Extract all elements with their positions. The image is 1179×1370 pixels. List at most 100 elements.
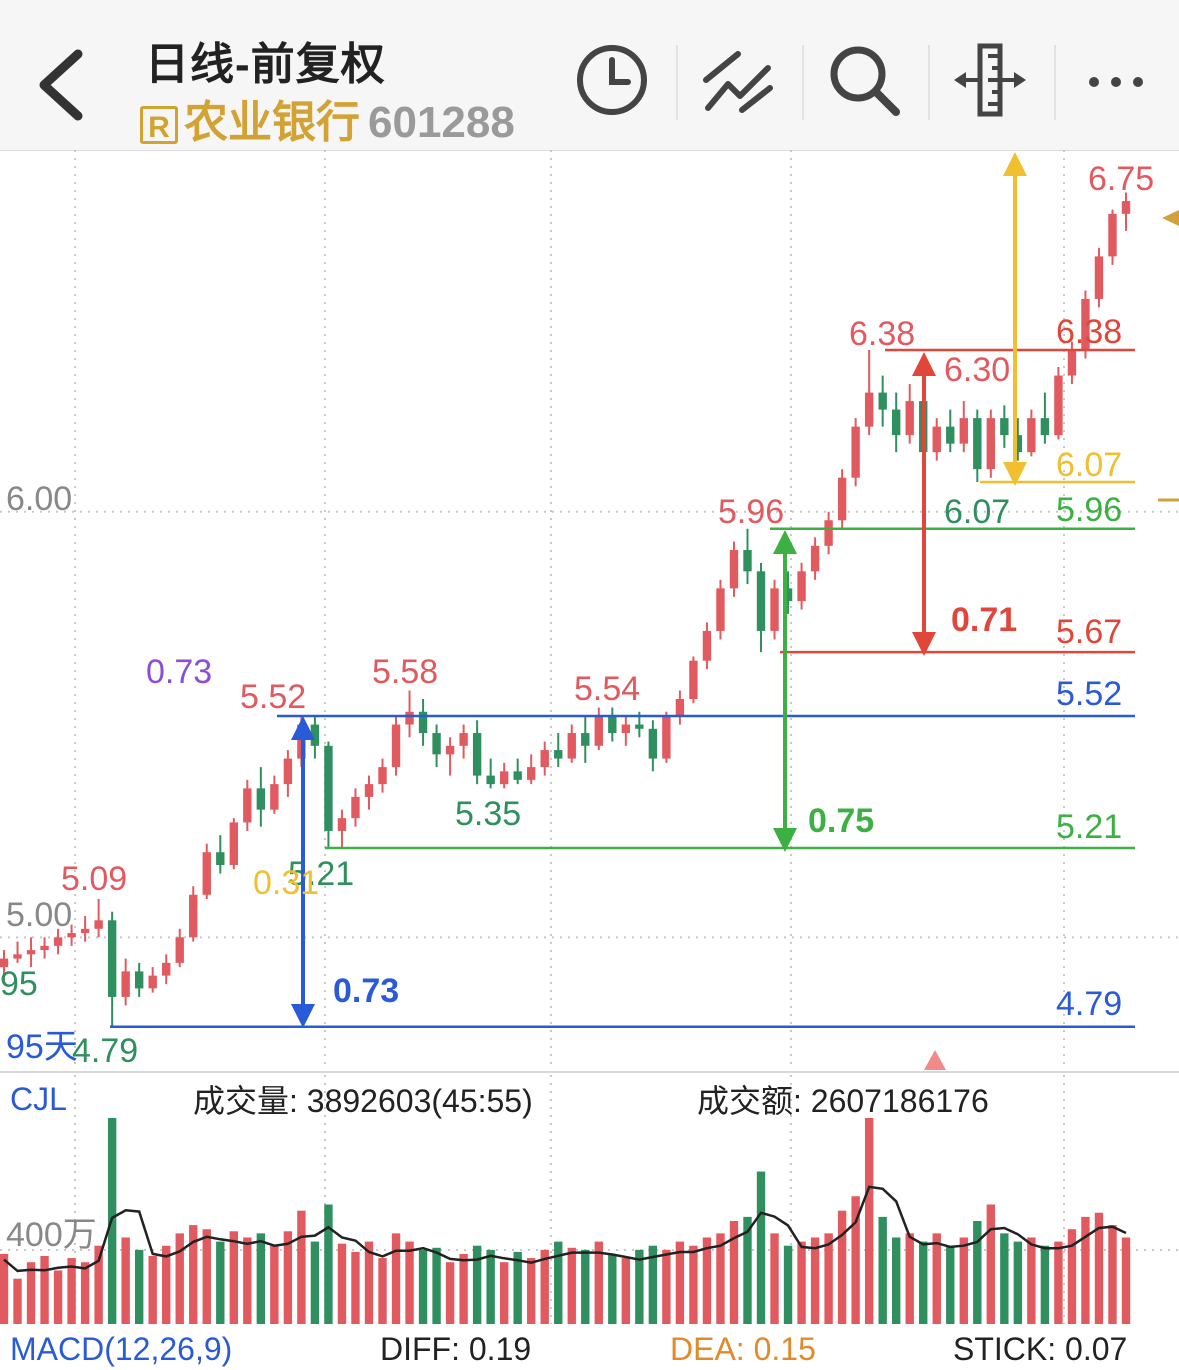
candle-body — [648, 728, 658, 759]
price-label: 6.38 — [849, 315, 915, 353]
volume-bar — [0, 1253, 9, 1324]
drawing-tool-icon[interactable] — [698, 40, 778, 120]
candle-body — [702, 630, 712, 661]
volume-bar — [256, 1233, 266, 1324]
measure-label-purple: 0.73 — [146, 653, 212, 691]
stock-code: 601288 — [368, 98, 515, 147]
measure-label-green: 0.75 — [808, 802, 874, 840]
volume-bar — [729, 1221, 739, 1324]
volume-bar — [837, 1210, 847, 1324]
volume-grid — [0, 1075, 1179, 1324]
candle-body — [662, 716, 671, 759]
level-lines — [110, 348, 1135, 1028]
volume-bar — [635, 1249, 644, 1324]
candle-body — [540, 750, 549, 768]
candle-body — [743, 550, 752, 572]
candle-body — [216, 852, 225, 865]
r-badge-icon: R — [140, 106, 178, 145]
candle-body — [621, 724, 631, 734]
volume-bar — [1027, 1237, 1036, 1324]
price-label: 5.35 — [455, 795, 521, 833]
volume-bar — [26, 1262, 36, 1324]
search-icon[interactable] — [824, 40, 904, 120]
candle-body — [594, 716, 603, 746]
volume-bar — [13, 1278, 22, 1324]
volume-bar — [324, 1204, 333, 1324]
volume-average-line — [3, 1185, 1127, 1273]
price-label: 4.79 — [72, 1032, 138, 1070]
candle-body — [851, 426, 860, 478]
candle-body — [864, 392, 874, 427]
toolbar-divider — [928, 45, 930, 120]
candle-body — [459, 733, 468, 746]
ruler-icon[interactable] — [950, 40, 1030, 120]
toolbar-divider — [802, 45, 804, 120]
candle-body — [13, 954, 22, 959]
volume-bar — [905, 1233, 914, 1324]
candle-body — [270, 784, 279, 810]
candle-body — [810, 545, 820, 572]
candle-body — [824, 520, 833, 546]
candle-body — [256, 788, 266, 810]
measure-label-yellow: 0.31 — [253, 864, 319, 902]
volume-axis-label: 400万 — [6, 1216, 97, 1254]
candle-body — [486, 775, 495, 785]
volume-bar — [1121, 1237, 1131, 1324]
volume-bar — [919, 1241, 928, 1324]
candle-body — [418, 711, 428, 734]
candle-body — [148, 975, 157, 989]
volume-bar — [162, 1245, 171, 1324]
volume-bar — [445, 1262, 455, 1324]
volume-bar — [283, 1231, 293, 1324]
toolbar-divider — [1054, 45, 1056, 120]
candle-body — [770, 588, 779, 631]
price-label: 5.52 — [240, 678, 306, 716]
volume-bar — [486, 1249, 495, 1324]
volume-bar — [351, 1251, 360, 1324]
candle-body — [351, 796, 360, 819]
volume-bar — [1013, 1241, 1023, 1324]
candle-body — [445, 745, 455, 755]
price-label: 6.07 — [944, 493, 1010, 531]
candle-body — [189, 894, 198, 938]
volume-bar — [134, 1249, 144, 1324]
back-arrow-icon[interactable] — [30, 40, 100, 130]
volume-bar — [581, 1249, 590, 1324]
candle-body — [1081, 298, 1090, 351]
stock-chart[interactable]: 6.00 5.00 95天 6.75 6.38 6.30 6.07 5.96 5… — [0, 150, 1179, 1370]
stock-name: 农业银行 — [184, 98, 360, 147]
volume-bar — [216, 1241, 225, 1324]
candle-body — [94, 920, 103, 929]
volume-bar — [405, 1241, 414, 1324]
level-label: 5.67 — [1056, 613, 1122, 651]
candle-body — [80, 928, 90, 934]
volume-bar — [1108, 1225, 1117, 1324]
price-axis-label-6: 6.00 — [6, 480, 72, 518]
volume-bars — [0, 1118, 1131, 1324]
candle-body — [837, 477, 847, 521]
macd-dea: DEA: 0.15 — [670, 1331, 816, 1367]
volume-bar — [189, 1225, 198, 1324]
measure-arrow-yellow — [1003, 152, 1027, 486]
event-marker-icon — [924, 1050, 946, 1070]
candle-body — [527, 767, 536, 780]
candle-body — [959, 418, 968, 444]
more-icon[interactable] — [1076, 40, 1156, 120]
clock-icon[interactable] — [572, 40, 652, 120]
candle-body — [1121, 201, 1131, 214]
volume-indicator-label: CJL — [10, 1081, 67, 1117]
candle-body — [26, 950, 36, 955]
volume-bar — [959, 1237, 968, 1324]
volume-bar — [513, 1251, 522, 1324]
volume-bar — [770, 1233, 779, 1324]
candle-body — [391, 724, 401, 768]
volume-bar — [662, 1249, 671, 1324]
candle-body — [134, 971, 144, 989]
candle-body — [756, 571, 766, 631]
volume-bar — [121, 1237, 130, 1324]
candle-body — [635, 724, 644, 729]
volume-bar — [1040, 1245, 1050, 1324]
candle-body — [229, 822, 238, 865]
volume-bar — [689, 1245, 698, 1324]
candle-body — [1108, 213, 1117, 257]
